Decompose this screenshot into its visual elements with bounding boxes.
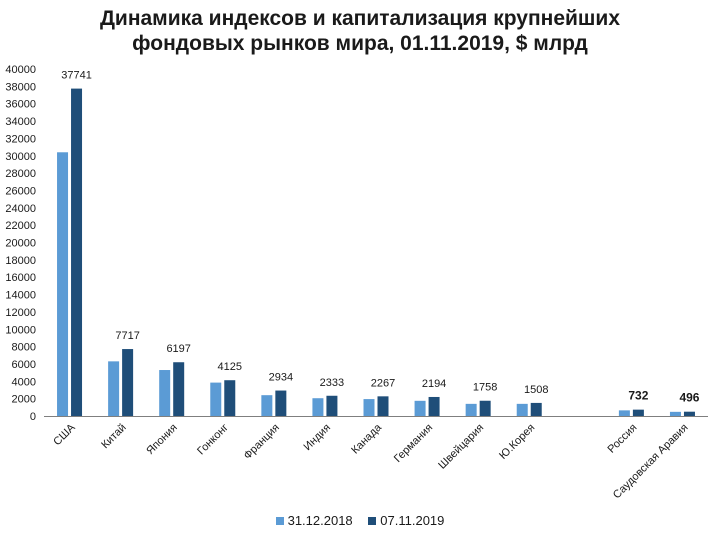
bar-07-11-2019 — [683, 411, 695, 416]
y-tick-label: 38000 — [5, 81, 36, 93]
bar-31-12-2018 — [210, 382, 222, 416]
bar-07-11-2019 — [632, 409, 644, 416]
legend-label-2018: 31.12.2018 — [287, 513, 353, 528]
bar-07-11-2019 — [428, 396, 440, 416]
data-label: 4125 — [218, 361, 242, 373]
x-tick-label: Россия — [606, 422, 640, 456]
data-label: 2934 — [269, 372, 293, 384]
bar-31-12-2018 — [465, 403, 477, 416]
bar-31-12-2018 — [57, 152, 69, 416]
y-tick-label: 32000 — [5, 133, 36, 145]
data-label: 2194 — [422, 378, 446, 390]
y-tick-label: 2000 — [12, 394, 36, 406]
x-tick-label: Япония — [144, 422, 180, 458]
legend-swatch-2018 — [275, 517, 284, 525]
bar-31-12-2018 — [516, 403, 528, 416]
y-tick-label: 28000 — [5, 168, 36, 180]
bar-07-11-2019 — [275, 390, 287, 416]
x-axis-ticks: США Китай Япония Гонконг Франция Индия Канада Г… — [51, 421, 690, 501]
legend-swatch-2019 — [368, 517, 377, 525]
bar-31-12-2018 — [261, 395, 273, 416]
y-tick-label: 8000 — [12, 342, 36, 354]
data-label: 732 — [628, 389, 648, 403]
data-labels: 37741 7717 6197 4125 2934 2333 2267 2194 1758 150… — [61, 70, 700, 405]
x-tick-label: Франция — [242, 422, 282, 462]
x-tick-label: США — [51, 421, 78, 448]
y-tick-label: 10000 — [5, 324, 36, 336]
bars — [57, 88, 695, 416]
bar-31-12-2018 — [159, 370, 171, 416]
legend-item-2019: 07.11.2019 — [368, 513, 444, 528]
y-tick-label: 20000 — [5, 238, 36, 250]
data-label: 496 — [679, 391, 699, 405]
bar-31-12-2018 — [363, 399, 375, 416]
data-label: 2333 — [320, 377, 344, 389]
legend-item-2018: 31.12.2018 — [275, 513, 353, 528]
y-tick-label: 26000 — [5, 185, 36, 197]
legend-label-2019: 07.11.2019 — [380, 513, 445, 528]
bar-31-12-2018 — [618, 410, 630, 416]
y-tick-label: 24000 — [5, 203, 36, 215]
y-tick-label: 12000 — [5, 307, 36, 319]
x-tick-label: Канада — [349, 421, 384, 456]
y-tick-label: 36000 — [5, 99, 36, 111]
x-tick-label: Ю.Корея — [497, 422, 537, 462]
bar-07-11-2019 — [173, 362, 185, 416]
y-tick-label: 30000 — [5, 151, 36, 163]
chart-title-line-2: фондовых рынков мира, 01.11.2019, $ млрд — [132, 32, 588, 55]
bar-07-11-2019 — [530, 402, 542, 416]
bar-31-12-2018 — [414, 400, 426, 416]
y-tick-label: 6000 — [12, 359, 36, 371]
y-tick-label: 34000 — [5, 116, 36, 128]
chart-title: Динамика индексов и капитализация крупне… — [0, 6, 720, 56]
bar-07-11-2019 — [71, 88, 83, 416]
bar-31-12-2018 — [669, 411, 681, 416]
x-tick-label: Германия — [392, 422, 435, 465]
y-axis-ticks: 0 2000 4000 6000 8000 10000 12000 14000 16000 180… — [5, 64, 36, 423]
legend: 31.12.2018 07.11.2019 — [0, 513, 720, 528]
chart-title-line-1: Динамика индексов и капитализация крупне… — [99, 7, 621, 30]
y-tick-label: 18000 — [5, 255, 36, 267]
bar-31-12-2018 — [312, 398, 324, 416]
x-tick-label: Китай — [99, 422, 129, 452]
bar-07-11-2019 — [326, 395, 338, 416]
data-label: 7717 — [115, 330, 139, 342]
y-tick-label: 16000 — [5, 272, 36, 284]
bar-07-11-2019 — [224, 380, 236, 416]
y-tick-label: 40000 — [5, 64, 36, 76]
y-tick-label: 14000 — [5, 290, 36, 302]
x-tick-label: Швейцария — [436, 422, 486, 472]
data-label: 6197 — [166, 343, 190, 355]
data-label: 1508 — [524, 384, 548, 396]
bar-07-11-2019 — [479, 400, 491, 416]
y-tick-label: 4000 — [12, 376, 36, 388]
bar-07-11-2019 — [377, 396, 389, 416]
x-tick-label: Гонконг — [195, 422, 231, 458]
y-tick-label: 0 — [30, 411, 36, 423]
x-tick-label: Индия — [302, 422, 333, 453]
data-label: 1758 — [473, 382, 497, 394]
data-label: 37741 — [61, 70, 92, 82]
bar-31-12-2018 — [108, 361, 120, 416]
data-label: 2267 — [371, 377, 395, 389]
y-tick-label: 22000 — [5, 220, 36, 232]
bar-07-11-2019 — [122, 349, 134, 416]
